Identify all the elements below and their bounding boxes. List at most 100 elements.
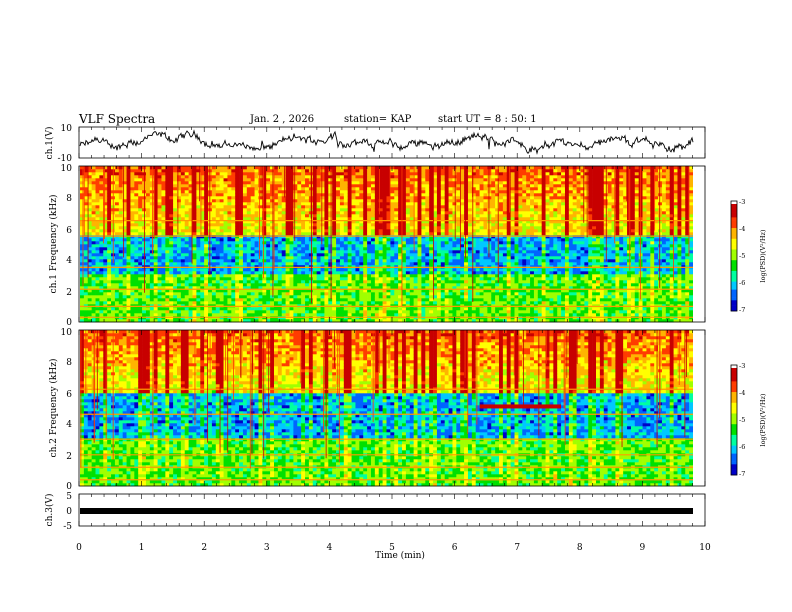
spectrogram-cell xyxy=(96,277,100,280)
spectrogram-cell xyxy=(99,214,103,217)
spectrogram-cell xyxy=(317,271,321,274)
spectrogram-cell xyxy=(216,229,220,232)
spectrogram-cell xyxy=(394,247,398,250)
spectrogram-cell xyxy=(134,310,138,313)
spectrogram-cell xyxy=(235,175,239,178)
spectrogram-cell xyxy=(429,169,433,172)
spectrogram-cell xyxy=(111,313,115,316)
spectrogram-cell xyxy=(165,181,169,184)
spectrogram-cell xyxy=(348,298,352,301)
spectrogram-cell xyxy=(352,166,356,169)
spectrogram-cell xyxy=(313,193,317,196)
spectrogram-cell xyxy=(243,301,247,304)
spectrogram-cell xyxy=(227,295,231,298)
spectrogram-cell xyxy=(394,232,398,235)
spectrogram-cell xyxy=(185,229,189,232)
spectrogram-cell xyxy=(150,184,154,187)
spectrogram-cell xyxy=(150,262,154,265)
spectrogram-cell xyxy=(169,202,173,205)
spectrogram-cell xyxy=(84,298,88,301)
spectrogram-cell xyxy=(231,172,235,175)
spectrogram-cell xyxy=(383,232,387,235)
spectrogram-cell xyxy=(255,268,259,271)
spectrogram-cell xyxy=(290,250,294,253)
spectrogram-cell xyxy=(418,217,422,220)
spectrogram-cell xyxy=(282,181,286,184)
spectrogram-cell xyxy=(107,244,111,247)
spectrogram-cell xyxy=(394,238,398,241)
spectrogram-cell xyxy=(402,202,406,205)
spectrogram-cell xyxy=(196,295,200,298)
spectrogram-cell xyxy=(387,226,391,229)
spectrogram-cell xyxy=(324,313,328,316)
spectrogram-cell xyxy=(301,241,305,244)
spectrogram-cell xyxy=(410,298,414,301)
spectrogram-cell xyxy=(270,205,274,208)
spectrogram-cell xyxy=(127,307,131,310)
spectrogram-cell xyxy=(367,238,371,241)
spectrogram-cell xyxy=(193,259,197,262)
spectrogram-cell xyxy=(301,238,305,241)
spectrogram-cell xyxy=(231,229,235,232)
spectrogram-cell xyxy=(239,181,243,184)
spectrogram-cell xyxy=(247,175,251,178)
spectrogram-cell xyxy=(352,268,356,271)
spectrogram-cell xyxy=(231,169,235,172)
spectrogram-cell xyxy=(363,310,367,313)
spectrogram-cell xyxy=(406,310,410,313)
spectrogram-cell xyxy=(317,187,321,190)
spectrogram-cell xyxy=(96,307,100,310)
spectrogram-cell xyxy=(340,187,344,190)
spectrogram-cell xyxy=(274,208,278,211)
spectrogram-cell xyxy=(150,175,154,178)
spectrogram-cell xyxy=(301,166,305,169)
spectrogram-cell xyxy=(251,295,255,298)
spectrogram-cell xyxy=(290,184,294,187)
spectrogram-cell xyxy=(150,181,154,184)
spectrogram-cell xyxy=(383,292,387,295)
spectrogram-cell xyxy=(119,274,123,277)
spectrogram-cell xyxy=(375,256,379,259)
spectrogram-cell xyxy=(418,238,422,241)
spectrogram-cell xyxy=(212,298,216,301)
spectrogram-cell xyxy=(355,187,359,190)
spectrogram-cell xyxy=(181,238,185,241)
spectrogram-cell xyxy=(224,313,228,316)
spectrogram-cell xyxy=(336,169,340,172)
spectrogram-cell xyxy=(185,217,189,220)
spectrogram-cell xyxy=(352,181,356,184)
spectrogram-cell xyxy=(309,310,313,313)
spectrogram-cell xyxy=(387,244,391,247)
spectrogram-cell xyxy=(123,295,127,298)
spectrogram-cell xyxy=(293,223,297,226)
spectrogram-cell xyxy=(359,238,363,241)
spectrogram-cell xyxy=(321,202,325,205)
spectrogram-cell xyxy=(305,196,309,199)
spectrogram-cell xyxy=(181,223,185,226)
spectrogram-cell xyxy=(181,214,185,217)
spectrogram-cell xyxy=(324,229,328,232)
spectrogram-cell xyxy=(258,232,262,235)
spectrogram-cell xyxy=(429,250,433,253)
spectrogram-cell xyxy=(367,310,371,313)
spectrogram-cell xyxy=(80,217,84,220)
spectrogram-cell xyxy=(138,259,142,262)
spectrogram-cell xyxy=(185,244,189,247)
spectrogram-cell xyxy=(286,202,290,205)
spectrogram-cell xyxy=(282,313,286,316)
spectrogram-cell xyxy=(146,277,150,280)
spectrogram-cell xyxy=(371,307,375,310)
spectrogram-cell xyxy=(119,205,123,208)
spectrogram-cell xyxy=(344,175,348,178)
spectrogram-cell xyxy=(344,259,348,262)
spectrogram-cell xyxy=(173,229,177,232)
spectrogram-cell xyxy=(165,295,169,298)
spectrogram-cell xyxy=(332,190,336,193)
spectrogram-cell xyxy=(251,196,255,199)
spectrogram-cell xyxy=(313,259,317,262)
spectrogram-cell xyxy=(220,190,224,193)
spectrogram-cell xyxy=(158,259,162,262)
spectrogram-cell xyxy=(414,301,418,304)
spectrogram-cell xyxy=(239,187,243,190)
spectrogram-cell xyxy=(336,208,340,211)
